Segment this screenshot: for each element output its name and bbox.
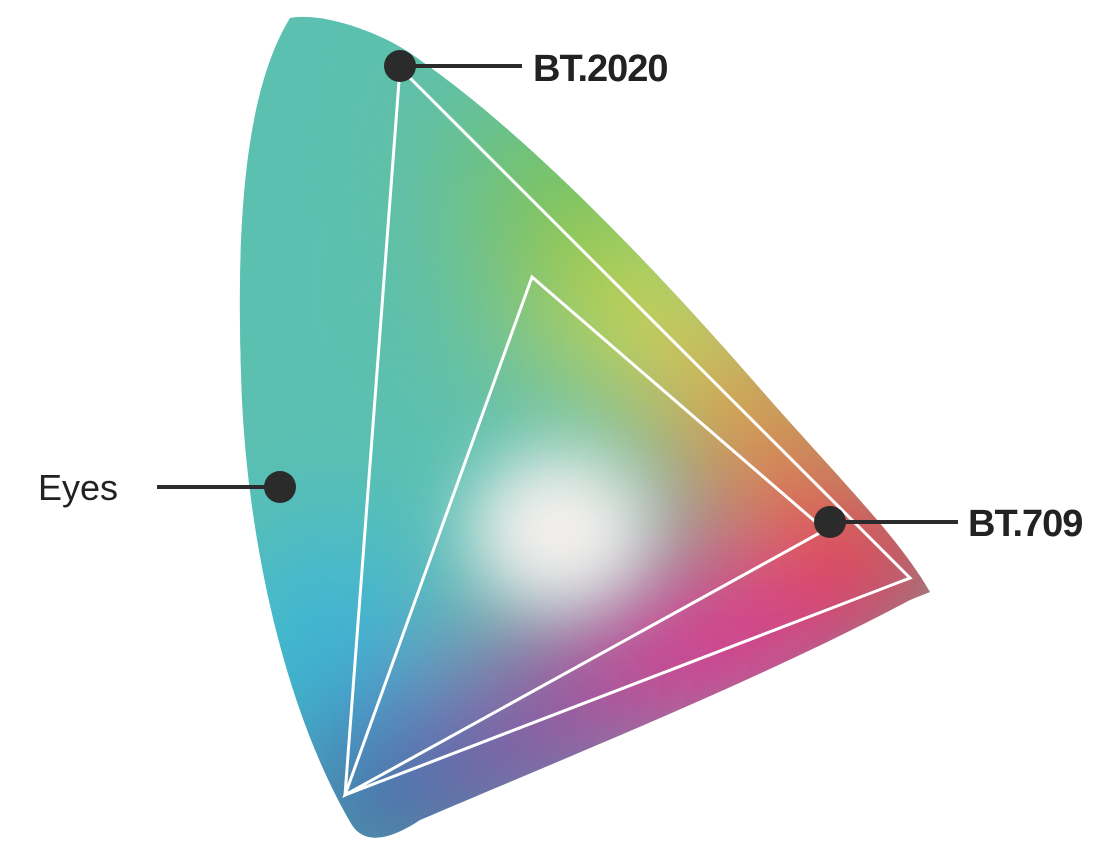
eyes-label: Eyes — [38, 467, 118, 508]
bt2020-label: BT.2020 — [533, 48, 668, 90]
eyes-marker — [264, 471, 296, 503]
bt709-triangle — [342, 274, 828, 799]
spectral-locus — [239, 16, 930, 838]
bt709-label: BT.709 — [968, 503, 1082, 545]
bt2020-triangle — [343, 64, 913, 798]
bt2020-marker — [384, 50, 416, 82]
bt709-marker — [814, 506, 846, 538]
